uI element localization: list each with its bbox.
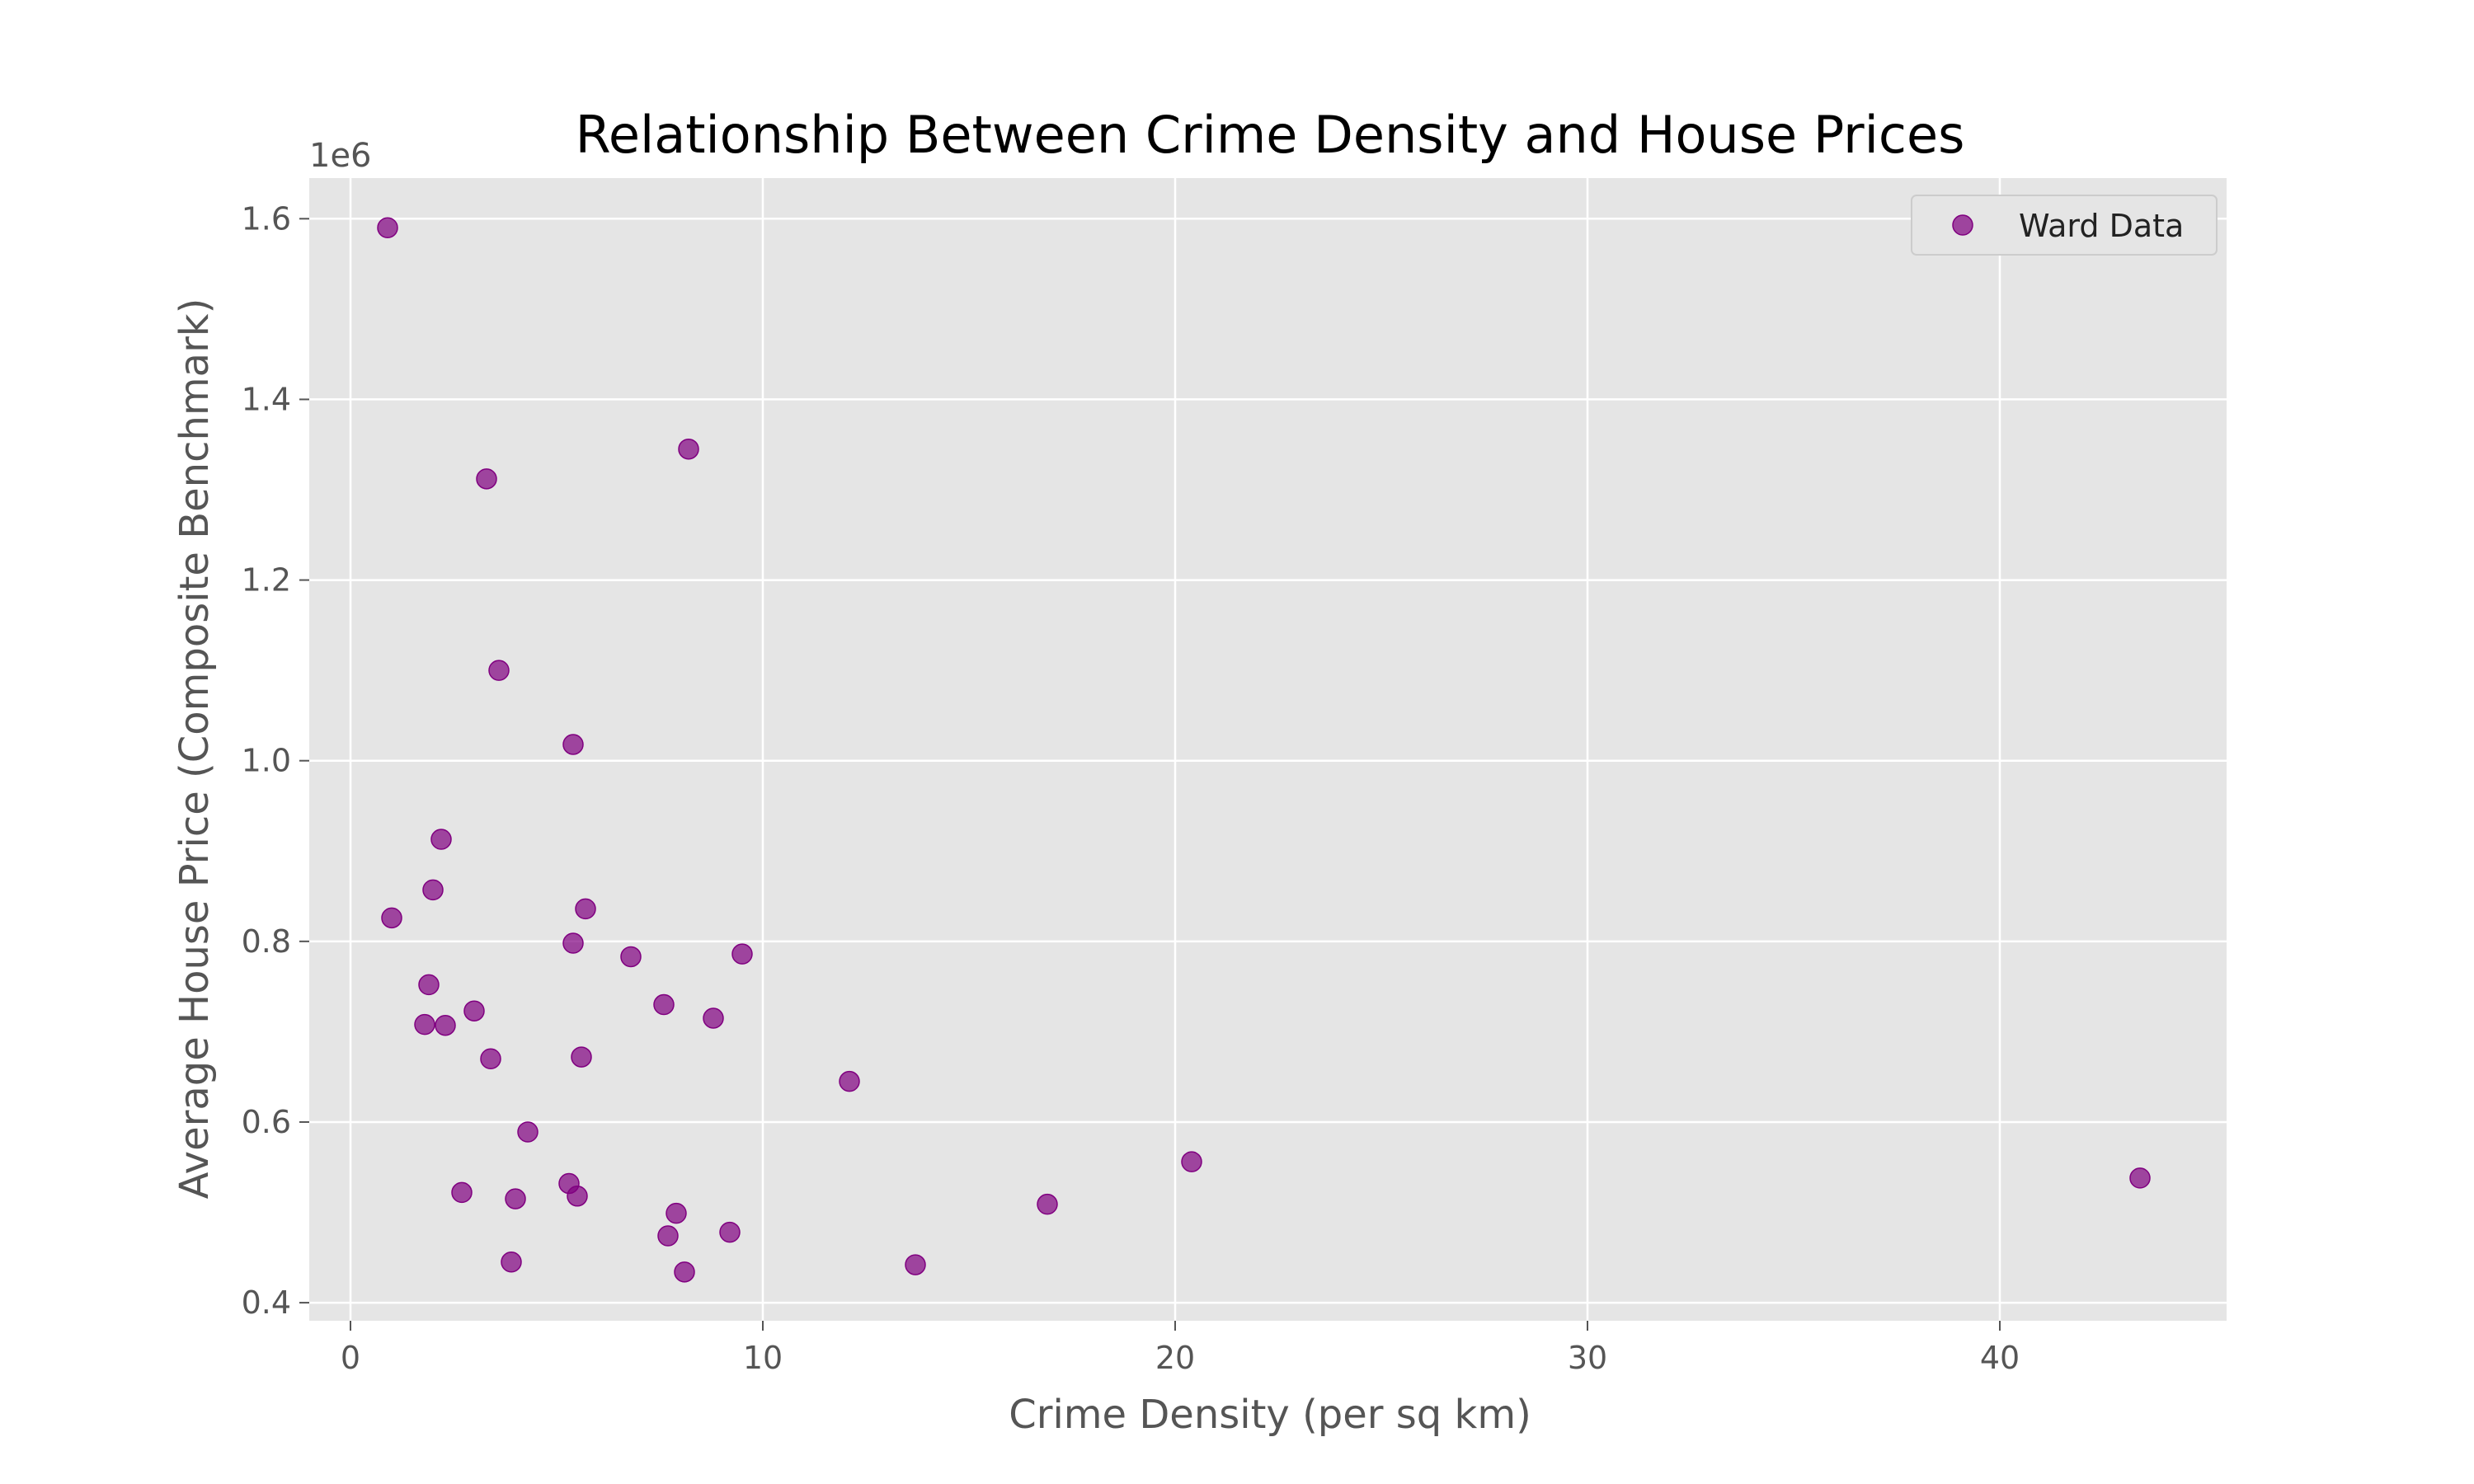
data-point bbox=[731, 943, 753, 965]
data-point bbox=[501, 1252, 522, 1273]
y-axis-label: Average House Price (Composite Benchmark… bbox=[172, 298, 218, 1200]
y-tick-label: 1.6 bbox=[242, 200, 291, 237]
data-point bbox=[451, 1181, 473, 1204]
data-points bbox=[377, 217, 2151, 1283]
legend-marker bbox=[1952, 214, 1973, 236]
data-point bbox=[505, 1188, 526, 1209]
x-axis-label: Crime Density (per sq km) bbox=[1009, 1392, 1531, 1438]
y-axis-ticks: 0.4 0.6 0.8 1.0 1.2 1.4 1.6 bbox=[242, 200, 309, 1321]
data-point bbox=[1181, 1151, 1202, 1172]
y-tick-label: 0.4 bbox=[242, 1284, 291, 1321]
x-axis-ticks: 0 10 20 30 40 bbox=[341, 1321, 2020, 1376]
data-point bbox=[719, 1221, 741, 1243]
x-tick-label: 0 bbox=[341, 1340, 360, 1376]
data-point bbox=[488, 660, 510, 681]
plot-background bbox=[309, 178, 2227, 1321]
data-point bbox=[678, 438, 699, 460]
chart-title: Relationship Between Crime Density and H… bbox=[576, 105, 1965, 165]
x-tick-label: 20 bbox=[1155, 1340, 1195, 1376]
data-point bbox=[418, 974, 440, 996]
data-point bbox=[2129, 1167, 2151, 1189]
data-point bbox=[666, 1202, 687, 1224]
data-point bbox=[905, 1254, 926, 1275]
y-tick-label: 1.2 bbox=[242, 562, 291, 599]
data-point bbox=[571, 1046, 592, 1068]
data-point bbox=[575, 898, 596, 920]
data-point bbox=[463, 1000, 485, 1021]
x-tick-label: 40 bbox=[1980, 1340, 2020, 1376]
data-point bbox=[703, 1007, 724, 1029]
data-point bbox=[620, 946, 642, 968]
data-point bbox=[435, 1014, 456, 1036]
data-point bbox=[381, 907, 402, 929]
y-axis-offset-label: 1e6 bbox=[309, 137, 372, 175]
y-tick-label: 0.6 bbox=[242, 1104, 291, 1140]
data-point bbox=[839, 1070, 860, 1092]
data-point bbox=[517, 1121, 539, 1143]
y-gridlines bbox=[309, 218, 2227, 1304]
data-point bbox=[430, 829, 452, 850]
x-gridlines bbox=[349, 178, 2001, 1321]
y-tick-label: 0.8 bbox=[242, 923, 291, 960]
y-tick-label: 1.4 bbox=[242, 381, 291, 417]
data-point bbox=[1037, 1193, 1058, 1215]
data-point bbox=[562, 932, 584, 954]
legend-label: Ward Data bbox=[2019, 208, 2184, 244]
data-point bbox=[476, 468, 497, 490]
data-point bbox=[414, 1013, 435, 1036]
data-point bbox=[480, 1048, 501, 1070]
legend: Ward Data bbox=[1911, 195, 2218, 256]
data-point bbox=[567, 1186, 588, 1207]
data-point bbox=[657, 1225, 679, 1247]
data-point bbox=[422, 879, 444, 901]
x-tick-label: 10 bbox=[743, 1340, 783, 1376]
legend-box bbox=[1911, 195, 2218, 256]
data-point bbox=[653, 993, 675, 1016]
x-tick-label: 30 bbox=[1568, 1340, 1607, 1376]
y-tick-label: 1.0 bbox=[242, 743, 291, 779]
data-point bbox=[377, 217, 398, 239]
data-point bbox=[562, 734, 584, 755]
data-point bbox=[674, 1261, 695, 1283]
